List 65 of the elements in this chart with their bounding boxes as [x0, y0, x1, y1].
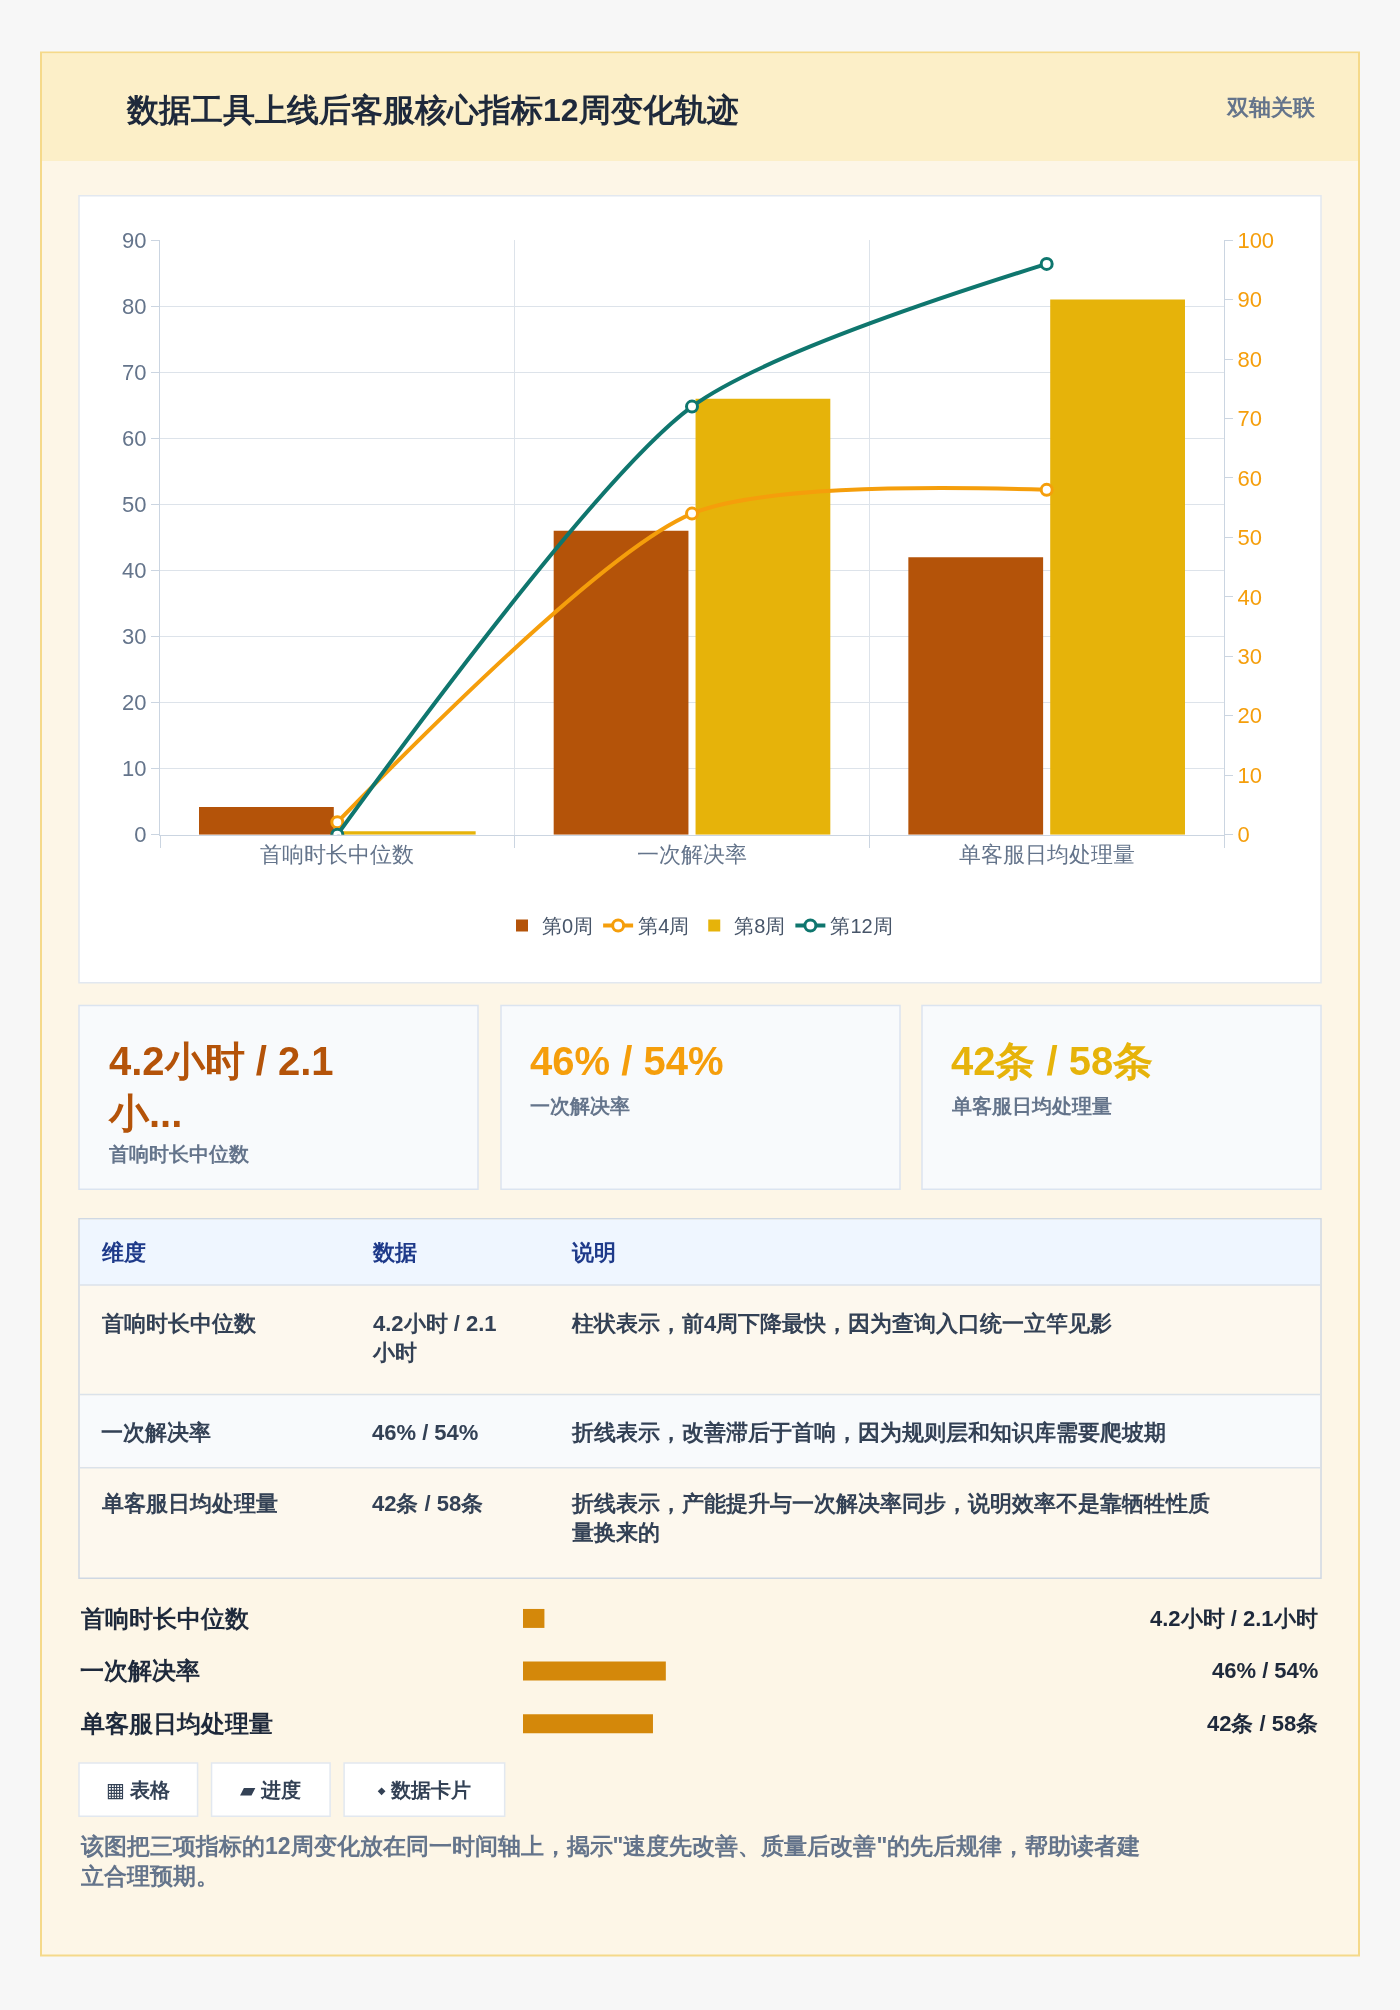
- y-tick-label: 30: [122, 624, 147, 650]
- bar: [1050, 299, 1185, 835]
- y2-tick-label: 80: [1237, 346, 1262, 372]
- y2-tick-label: 60: [1237, 465, 1262, 491]
- y-tick-label: 70: [122, 359, 147, 385]
- text: ▦ 表格: [106, 1779, 172, 1801]
- bar: [908, 557, 1044, 835]
- text: ▰ 进度: [240, 1779, 301, 1801]
- text: 维度: [101, 1240, 146, 1265]
- text: 46% / 54%: [530, 1039, 724, 1083]
- y2-tick-label: 20: [1237, 703, 1262, 729]
- y2-tick-label: 90: [1237, 287, 1262, 313]
- text: 42条 / 58条: [372, 1491, 484, 1516]
- text: 46% / 54%: [1212, 1658, 1319, 1683]
- y-tick-label: 单客服日均处理量: [80, 1710, 273, 1737]
- y-tick-label: 50: [122, 492, 147, 518]
- chart-title: 数据工具上线后客服核心指标12周变化轨迹: [126, 92, 739, 128]
- y-tick-label: 90: [122, 227, 147, 253]
- text: 42条 / 58条: [1207, 1711, 1319, 1736]
- text: 一次解决率: [530, 1095, 630, 1117]
- point: [330, 815, 345, 830]
- text: 单客服日均处理量: [101, 1491, 278, 1516]
- text: 双轴关联: [1226, 95, 1316, 120]
- y2-tick-label: 50: [1237, 525, 1262, 551]
- y-tick-label: 0: [134, 822, 147, 848]
- text: 4.2小时 / 2.1小时: [372, 1311, 497, 1365]
- y2-tick-label: 30: [1237, 643, 1262, 669]
- legend-label: 第8周: [734, 915, 786, 938]
- text: 说明: [571, 1240, 616, 1265]
- y-tick-label: 一次解决率: [80, 1657, 200, 1684]
- legend-label: 第0周: [542, 915, 594, 938]
- text: 4.2小时 / 2.1小时: [1150, 1606, 1318, 1631]
- point: [685, 506, 699, 521]
- y-tick-label: 40: [122, 558, 147, 584]
- text: 折线表示，改善滞后于首响，因为规则层和知识库需要爬坡期: [571, 1420, 1166, 1445]
- text: 46% / 54%: [372, 1420, 479, 1445]
- legend-label: 第4周: [638, 915, 690, 938]
- x-tick-label: 首响时长中位数: [260, 842, 415, 868]
- point: [1039, 482, 1054, 497]
- y2-tick-label: 0: [1237, 822, 1250, 848]
- bar: [695, 398, 831, 835]
- y2-tick-label: 70: [1237, 406, 1262, 432]
- y2-tick-label: 10: [1237, 762, 1262, 788]
- text: 42条 / 58条: [951, 1039, 1154, 1083]
- text: 4.2小时 / 2.1小...: [108, 1039, 334, 1135]
- x-tick-label: 单客服日均处理量: [958, 842, 1135, 868]
- y-tick-label: 60: [122, 426, 147, 451]
- y-tick-label: 80: [122, 293, 147, 319]
- text: 数据: [372, 1240, 417, 1265]
- x-tick-label: 一次解决率: [637, 842, 747, 868]
- text: ⬩ 数据卡片: [377, 1779, 471, 1801]
- text: 柱状表示，前4周下降最快，因为查询入口统一立竿见影: [571, 1311, 1113, 1336]
- bar: [199, 806, 334, 835]
- y2-tick-label: 100: [1237, 227, 1275, 253]
- y-tick-label: 10: [122, 756, 147, 782]
- point: [1039, 256, 1054, 271]
- y2-tick-label: 40: [1237, 584, 1262, 610]
- bar: [553, 530, 689, 835]
- y-tick-label: 首响时长中位数: [80, 1605, 250, 1632]
- y-tick-label: 20: [122, 690, 147, 716]
- text: 单客服日均处理量: [951, 1095, 1112, 1117]
- text: 该图把三项指标的12周变化放在同一时间轴上，揭示"速度先改善、质量后改善"的先后规律，帮助读者建立合理预期。: [80, 1833, 1141, 1889]
- legend-label: 第12周: [830, 915, 893, 938]
- point: [685, 399, 699, 414]
- text: 折线表示，产能提升与一次解决率同步，说明效率不是靠牺牲性质量换来的: [571, 1491, 1210, 1545]
